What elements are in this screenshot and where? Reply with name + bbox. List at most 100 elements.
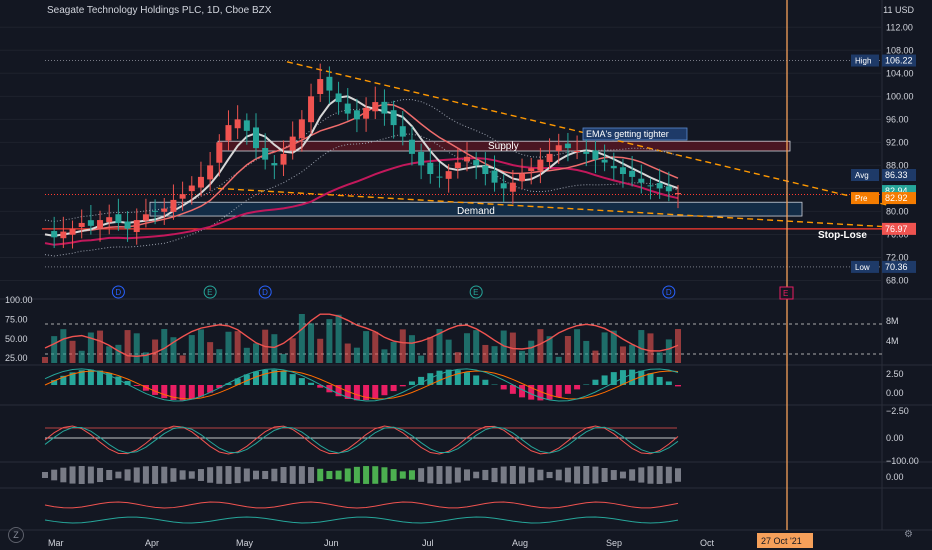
- volume-bar: [207, 342, 214, 363]
- squeeze-bar: [656, 466, 663, 484]
- squeeze-bar: [372, 466, 379, 484]
- squeeze-bar: [225, 466, 232, 484]
- volume-bar: [574, 329, 581, 363]
- candle-body: [519, 174, 526, 182]
- rsi-tick-label: 100.00: [5, 295, 33, 305]
- squeeze-bar: [537, 469, 544, 481]
- chart-title: Seagate Technology Holdings PLC, 1D, Cbo…: [47, 5, 272, 16]
- candle-body: [280, 153, 287, 165]
- volume-bar: [509, 332, 516, 363]
- settings-gear-icon[interactable]: ⚙: [904, 529, 913, 540]
- time-tick-label: Sep: [606, 538, 622, 548]
- squeeze-bar: [97, 467, 104, 483]
- candle-body: [445, 171, 452, 179]
- squeeze-bar: [399, 471, 406, 479]
- event-marker-letter: D: [666, 288, 672, 297]
- candle-body: [326, 76, 333, 91]
- volume-bar: [335, 314, 342, 363]
- squeeze-bar: [665, 466, 672, 484]
- candle-body: [216, 142, 223, 163]
- candle-body: [418, 151, 425, 166]
- volume-bar: [390, 342, 397, 363]
- volume-bar: [399, 329, 406, 363]
- squeeze-bar: [574, 466, 581, 484]
- candle-body: [78, 222, 85, 227]
- logo-icon[interactable]: Z: [8, 527, 24, 543]
- price-tick-label: 88.00: [886, 160, 909, 170]
- macd-histogram-bar: [546, 385, 553, 400]
- candle-body: [583, 151, 590, 154]
- ema-mid-line: [44, 103, 679, 237]
- macd-histogram-bar: [656, 376, 663, 385]
- volume-bar: [445, 339, 452, 363]
- squeeze-bar: [298, 466, 305, 484]
- squeeze-bar: [353, 466, 360, 484]
- volume-bar: [225, 331, 232, 363]
- volume-tick-label: 8M: [886, 316, 899, 326]
- candle-body: [610, 165, 617, 169]
- future-date-box: [757, 533, 813, 548]
- volume-bar: [537, 329, 544, 363]
- macd-histogram-bar: [592, 379, 599, 385]
- macd-histogram-bar: [106, 372, 113, 385]
- volume-bar: [372, 331, 379, 363]
- volume-bar: [133, 333, 140, 363]
- rsi-line: [44, 313, 679, 358]
- low-value-label: 70.36: [885, 262, 908, 272]
- candle-body: [629, 170, 636, 177]
- event-marker-E: [469, 285, 483, 299]
- macd-histogram-bar: [564, 385, 571, 394]
- macd-histogram-bar: [298, 378, 305, 385]
- candle-body: [69, 228, 76, 235]
- squeeze-bar: [390, 469, 397, 481]
- macd-histogram-bar: [399, 385, 406, 387]
- candle-body: [372, 102, 379, 112]
- candle-body: [97, 220, 104, 229]
- pre-value-label: 82.92: [885, 193, 908, 203]
- candle-body: [601, 159, 608, 163]
- low-tag-label: Low: [855, 263, 870, 272]
- macd-tick-label: −2.50: [886, 406, 909, 416]
- high-tag-bg: [851, 54, 879, 67]
- squeeze-bar: [317, 468, 324, 482]
- currency-label[interactable]: 11 USD: [883, 5, 914, 15]
- high-tag-label: High: [855, 57, 871, 66]
- macd-histogram-bar: [381, 385, 388, 396]
- stop-loss-label: Stop-Lose: [818, 230, 867, 241]
- macd-line: [44, 368, 679, 402]
- squeeze-bar: [326, 471, 333, 479]
- candle-body: [574, 151, 581, 152]
- upper-trendline: [286, 61, 891, 207]
- macd-histogram-bar: [629, 369, 636, 385]
- rsi-tick-label: 25.00: [5, 353, 28, 363]
- candle-body: [115, 214, 122, 223]
- candle-body: [390, 110, 397, 126]
- squeeze-bar: [60, 467, 67, 483]
- volume-bar: [97, 330, 104, 363]
- candle-body: [87, 220, 94, 226]
- volume-bar: [408, 335, 415, 363]
- pre-tag-bg: [851, 192, 879, 205]
- squeeze-bar: [42, 472, 48, 478]
- squeeze-bar: [638, 467, 645, 483]
- candle-body: [555, 145, 562, 152]
- macd-histogram-bar: [509, 385, 516, 394]
- price-tick-label: 68.00: [886, 275, 909, 285]
- volume-bar: [491, 346, 498, 363]
- squeeze-bar: [170, 468, 177, 482]
- stoch-d-line: [44, 426, 679, 454]
- macd-histogram-bar: [555, 385, 562, 398]
- macd-histogram-bar: [418, 376, 425, 385]
- squeeze-bar: [179, 470, 186, 480]
- price-tick-label: 104.00: [886, 68, 914, 78]
- macd-histogram-bar: [335, 385, 342, 397]
- squeeze-bar: [51, 469, 58, 481]
- future-event-box: [779, 286, 794, 300]
- squeeze-bar: [546, 471, 553, 479]
- volume-bar: [87, 332, 94, 363]
- candle-body: [656, 183, 663, 189]
- candle-body: [491, 170, 498, 183]
- candle-body: [179, 194, 186, 199]
